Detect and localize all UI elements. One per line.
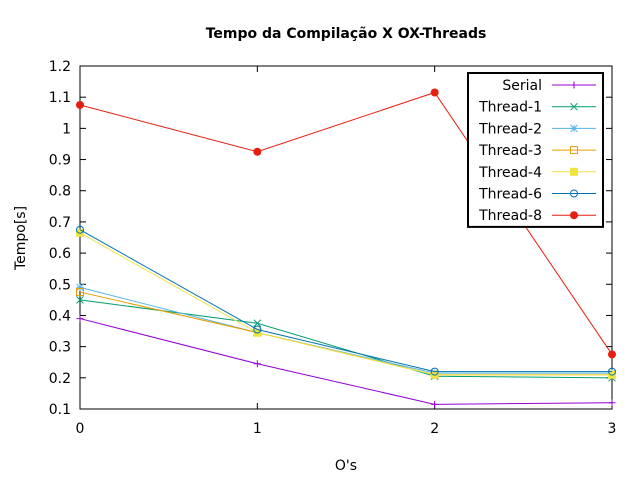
legend-label: Thread-8 [478, 208, 542, 224]
series-thread-1 [76, 296, 616, 382]
series-line [79, 299, 613, 379]
legend-label: Serial [502, 78, 542, 94]
y-tick-label: 0.3 [49, 340, 71, 356]
legend-swatch-marker [570, 81, 578, 89]
y-tick-label: 1.2 [49, 59, 71, 75]
x-tick-label: 1 [253, 421, 262, 437]
y-tick-label: 0.4 [49, 308, 71, 324]
data-point [431, 400, 439, 408]
plot-frame [79, 65, 613, 410]
series-line [79, 232, 612, 376]
series-thread-2 [76, 283, 616, 377]
data-point [430, 88, 439, 97]
legend-item: Serial [502, 78, 596, 94]
series-thread-6 [76, 225, 616, 376]
legend-swatch-marker [570, 189, 578, 198]
series-line [79, 318, 613, 405]
data-point [253, 325, 262, 334]
data-point [253, 319, 262, 328]
y-axis-title: Tempo[s] [13, 206, 29, 271]
legend-label: Thread-2 [478, 121, 542, 137]
legend-item: Thread-6 [478, 187, 596, 203]
legend: Serial Thread-1 Thread-2 Thread-3 Thread-4 Th… [467, 72, 604, 228]
data-point [76, 225, 84, 234]
y-tick-label: 0.7 [49, 215, 71, 231]
data-point [253, 147, 262, 156]
legend-swatch-marker [570, 167, 578, 176]
data-point [76, 100, 84, 109]
y-tick-label: 0.5 [49, 277, 71, 293]
data-point [76, 288, 84, 297]
x-tick-label: 3 [608, 421, 617, 437]
data-point [608, 350, 616, 359]
series-thread-3 [76, 288, 616, 379]
y-tick-label: 1 [62, 121, 71, 137]
series-line [79, 229, 612, 373]
y-tick-label: 1.1 [49, 90, 71, 106]
legend-label: Thread-6 [478, 187, 542, 203]
series-line [79, 286, 612, 374]
series-serial [76, 315, 616, 408]
legend-item: Thread-8 [478, 208, 596, 224]
data-point [76, 283, 84, 292]
y-tick-label: 0.2 [49, 371, 71, 387]
x-tick-label: 0 [76, 421, 85, 437]
legend-label: Thread-4 [478, 165, 542, 181]
legend-item: Thread-3 [478, 143, 596, 159]
data-point [608, 399, 616, 407]
data-point [608, 367, 616, 376]
chart-title: Tempo da Compilação X OX-Threads [206, 26, 487, 42]
x-axis-title: O's [335, 458, 357, 474]
series-layer [76, 88, 616, 408]
legend-item: Thread-4 [478, 165, 596, 181]
legend-swatch-marker [570, 146, 578, 155]
series-thread-4 [76, 228, 616, 379]
data-point [430, 367, 439, 376]
data-point [76, 296, 84, 304]
y-tick-label: 0.1 [49, 402, 71, 418]
axes: 0.1 0.2 0.3 0.4 0.5 0.6 0.7 0.8 0.9 1 1.1 1.2 0 1 2 3 [49, 59, 617, 437]
legend-item: Thread-2 [478, 121, 596, 137]
series-line [79, 291, 612, 376]
legend-swatch-marker [570, 102, 578, 111]
y-tick-label: 0.6 [49, 246, 71, 262]
x-tick-label: 2 [430, 421, 439, 437]
legend-label: Thread-1 [478, 100, 542, 116]
data-point [76, 315, 84, 323]
y-tick-label: 0.9 [49, 153, 71, 169]
legend-label: Thread-3 [478, 143, 542, 159]
data-point [253, 360, 261, 368]
legend-swatch-marker [570, 211, 578, 220]
y-tick-label: 0.8 [49, 184, 71, 200]
legend-swatch-marker [570, 124, 578, 133]
legend-item: Thread-1 [478, 100, 596, 116]
